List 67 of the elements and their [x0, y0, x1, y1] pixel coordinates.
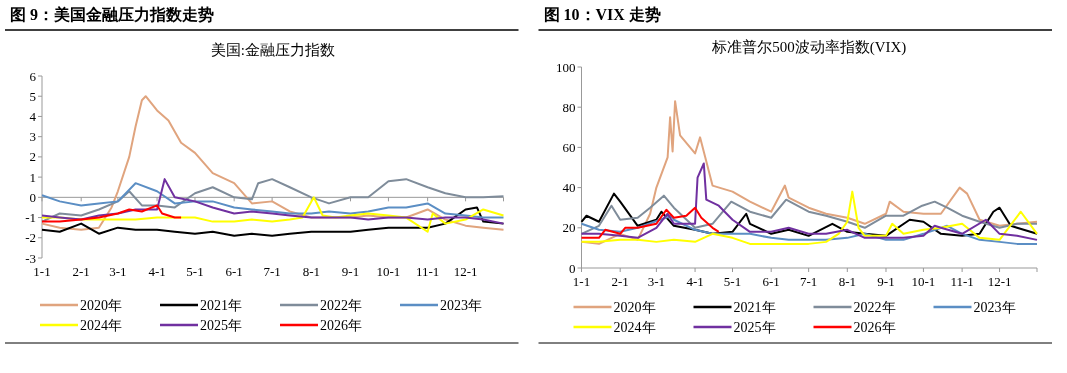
- x-tick-label: 8-1: [302, 264, 320, 279]
- line-series: [41, 206, 505, 237]
- y-tick-label: 80: [562, 99, 576, 115]
- x-tick-label: 5-1: [186, 264, 204, 279]
- y-tick-label: 0: [29, 189, 36, 205]
- x-tick-label: 7-1: [799, 274, 818, 289]
- chart-subtitle: 标准普尔500波动率指数(VIX): [711, 39, 907, 56]
- line-series: [580, 206, 720, 239]
- y-tick-label: 60: [562, 139, 576, 155]
- y-tick-label: 40: [562, 180, 576, 196]
- legend-label: 2021年: [200, 297, 242, 313]
- legend-label: 2024年: [613, 319, 656, 335]
- legend-label: 2023年: [440, 297, 482, 313]
- legend-label: 2026年: [853, 319, 896, 335]
- y-tick-label: 1: [29, 169, 36, 185]
- chart-title: 图 9：美国金融压力指数走势: [10, 5, 214, 23]
- x-tick-label: 12-1: [453, 264, 478, 279]
- x-tick-label: 2-1: [72, 264, 90, 279]
- legend-label: 2022年: [320, 297, 362, 313]
- x-tick-label: 1-1: [33, 264, 51, 279]
- y-tick-label: 6: [29, 68, 37, 84]
- line-series: [580, 214, 1038, 245]
- legend-label: 2025年: [733, 319, 776, 335]
- chart-title: 图 10：VIX 走势: [543, 6, 661, 23]
- x-tick-label: 8-1: [838, 274, 856, 289]
- y-tick-label: -1: [25, 210, 36, 226]
- x-tick-label: 4-1: [148, 264, 166, 279]
- line-series: [41, 196, 505, 233]
- legend-label: 2023年: [973, 299, 1016, 315]
- y-tick-label: 20: [562, 220, 576, 236]
- legend-label: 2020年: [80, 297, 122, 313]
- x-tick-label: 9-1: [341, 264, 360, 279]
- x-tick-label: 10-1: [911, 274, 936, 289]
- x-tick-label: 2-1: [611, 274, 629, 289]
- legend-label: 2021年: [733, 299, 776, 315]
- y-tick-label: 0: [569, 260, 576, 276]
- x-tick-label: 12-1: [987, 274, 1012, 289]
- line-series: [580, 190, 1038, 245]
- x-tick-label: 6-1: [762, 274, 780, 289]
- x-tick-label: 10-1: [376, 264, 401, 279]
- y-tick-label: 100: [556, 59, 576, 75]
- x-tick-label: 11-1: [950, 274, 974, 289]
- x-tick-label: 6-1: [225, 264, 243, 279]
- y-tick-label: 2: [29, 149, 36, 165]
- y-tick-label: 3: [29, 129, 36, 145]
- legend-label: 2026年: [320, 317, 362, 333]
- legend-label: 2024年: [80, 317, 122, 333]
- line-series: [41, 95, 505, 231]
- x-tick-label: 7-1: [263, 264, 281, 279]
- x-tick-label: 3-1: [109, 264, 127, 279]
- y-tick-label: -3: [25, 250, 36, 266]
- y-tick-label: 4: [29, 108, 37, 124]
- legend-label: 2020年: [613, 299, 656, 315]
- line-series: [580, 162, 1038, 241]
- x-tick-label: 4-1: [686, 274, 704, 289]
- chart-subtitle: 美国:金融压力指数: [210, 42, 335, 58]
- line-series: [41, 204, 183, 223]
- legend-label: 2025年: [200, 317, 242, 333]
- legend-label: 2022年: [853, 299, 896, 315]
- x-tick-label: 5-1: [723, 274, 742, 289]
- x-tick-label: 11-1: [415, 264, 440, 279]
- x-tick-label: 3-1: [647, 274, 666, 289]
- y-tick-label: 5: [29, 88, 36, 104]
- y-tick-label: -2: [25, 230, 36, 246]
- x-tick-label: 9-1: [877, 274, 895, 289]
- x-tick-label: 1-1: [572, 274, 591, 289]
- line-series: [580, 100, 1038, 245]
